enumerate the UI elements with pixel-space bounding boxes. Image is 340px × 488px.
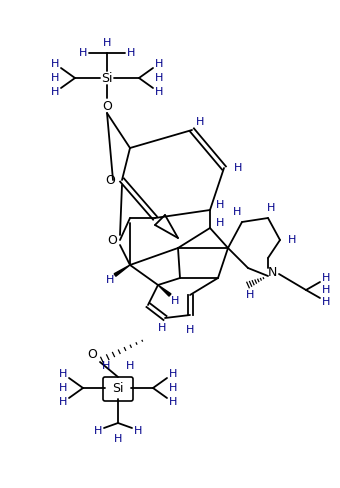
Text: O: O: [102, 100, 112, 113]
Polygon shape: [158, 285, 171, 296]
Text: Si: Si: [112, 382, 124, 394]
Text: H: H: [155, 59, 163, 69]
Polygon shape: [114, 265, 130, 276]
Text: H: H: [171, 296, 179, 306]
Text: H: H: [59, 383, 67, 393]
Text: H: H: [127, 48, 135, 58]
Text: H: H: [134, 426, 142, 436]
Text: N: N: [267, 265, 277, 279]
Text: H: H: [169, 369, 177, 379]
Text: O: O: [107, 233, 117, 246]
Text: H: H: [158, 323, 166, 333]
FancyBboxPatch shape: [103, 377, 133, 401]
Text: H: H: [169, 383, 177, 393]
Text: H: H: [114, 434, 122, 444]
Text: H: H: [51, 59, 59, 69]
Text: H: H: [234, 163, 242, 173]
Text: H: H: [322, 297, 330, 307]
Text: H: H: [155, 87, 163, 97]
Text: H: H: [216, 218, 224, 228]
Text: H: H: [322, 273, 330, 283]
Text: H: H: [267, 203, 275, 213]
Text: O: O: [87, 348, 97, 362]
Text: H: H: [169, 397, 177, 407]
Text: H: H: [246, 290, 254, 300]
Text: H: H: [59, 397, 67, 407]
Text: H: H: [155, 73, 163, 83]
Text: H: H: [94, 426, 102, 436]
Text: Si: Si: [101, 72, 113, 84]
Text: O: O: [105, 174, 115, 186]
Text: H: H: [79, 48, 87, 58]
Text: H: H: [102, 361, 110, 371]
Text: H: H: [103, 38, 111, 48]
Text: H: H: [59, 369, 67, 379]
Text: H: H: [51, 73, 59, 83]
Text: H: H: [51, 87, 59, 97]
Text: H: H: [126, 361, 134, 371]
Text: H: H: [322, 285, 330, 295]
Text: H: H: [196, 117, 204, 127]
Text: H: H: [186, 325, 194, 335]
Text: H: H: [288, 235, 296, 245]
Text: H: H: [106, 275, 114, 285]
Text: H: H: [233, 207, 241, 217]
Text: H: H: [216, 200, 224, 210]
